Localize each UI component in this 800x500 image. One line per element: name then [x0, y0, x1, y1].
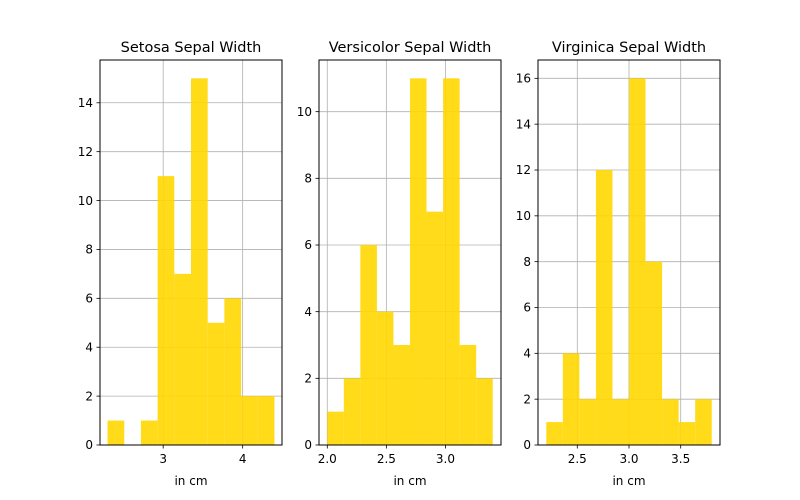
histogram-bar	[595, 170, 613, 445]
x-axis: 2.0 2.5 3.0	[318, 445, 455, 466]
y-tick-label: 6	[523, 301, 531, 315]
x-tick-label: 3.0	[436, 452, 455, 466]
histogram-bar	[107, 420, 125, 445]
x-axis-label: in cm	[612, 474, 645, 488]
histogram-bar	[360, 245, 377, 445]
virginica-panel: Virginica Sepal Width 0 2 4 6 8 10 12 14 16 2.5 3…	[516, 40, 721, 488]
axes-frame	[318, 59, 502, 446]
x-tick-label: 2.5	[377, 452, 396, 466]
y-tick-label: 6	[85, 292, 93, 306]
x-tick-label: 4	[239, 452, 247, 466]
y-tick-label: 2	[304, 372, 312, 386]
y-tick-label: 8	[304, 172, 312, 186]
y-tick-label: 14	[516, 117, 531, 131]
histogram-bar	[257, 396, 275, 445]
histogram-bar	[662, 399, 679, 445]
y-tick-label: 10	[516, 209, 531, 223]
y-tick-label: 16	[516, 72, 531, 86]
axes-frame	[537, 59, 721, 446]
y-tick-label: 8	[85, 243, 93, 257]
histogram-bar	[678, 422, 696, 445]
histogram-bar	[443, 78, 460, 445]
y-tick-label: 6	[304, 238, 312, 252]
y-tick-label: 4	[85, 340, 93, 354]
y-tick-label: 0	[304, 438, 312, 452]
panel-title: Virginica Sepal Width	[552, 40, 706, 56]
y-axis: 0 2 4 6 8 10 12 14	[78, 96, 100, 452]
histogram-bar	[393, 345, 410, 445]
y-tick-label: 12	[516, 163, 531, 177]
versicolor-panel: Versicolor Sepal Width 0 2 4 6 8 10 2.0 2.5 3.0…	[297, 40, 502, 488]
x-tick-label: 2.0	[318, 452, 337, 466]
x-axis: 2.5 3.0 3.5	[568, 445, 690, 466]
y-tick-label: 2	[523, 392, 531, 406]
histogram-bar	[327, 411, 344, 445]
histogram-bar	[174, 273, 191, 445]
y-axis: 0 2 4 6 8 10	[297, 105, 319, 452]
histogram-bar	[476, 378, 493, 445]
histogram-bars	[107, 78, 275, 445]
x-tick-label: 3	[159, 452, 167, 466]
panel-title: Setosa Sepal Width	[121, 40, 262, 56]
histogram-bars	[546, 78, 712, 445]
x-axis-label: in cm	[174, 474, 207, 488]
x-tick-label: 3.5	[671, 452, 690, 466]
x-tick-label: 2.5	[568, 452, 587, 466]
histogram-bar	[629, 78, 646, 445]
histogram-bar	[224, 298, 242, 445]
histogram-bar	[140, 420, 158, 445]
y-tick-label: 10	[78, 194, 93, 208]
axes-frame	[99, 59, 283, 446]
y-tick-label: 12	[78, 145, 93, 159]
histogram-bar	[459, 345, 477, 445]
histogram-bar	[157, 176, 175, 445]
y-axis: 0 2 4 6 8 10 12 14 16	[516, 72, 538, 452]
histogram-bar	[376, 311, 394, 445]
x-tick-label: 3.0	[619, 452, 638, 466]
histogram-bar	[695, 399, 712, 445]
y-tick-label: 10	[297, 105, 312, 119]
y-tick-label: 4	[304, 305, 312, 319]
histogram-bar	[191, 78, 208, 445]
y-tick-label: 0	[85, 438, 93, 452]
histogram-bar	[562, 353, 580, 445]
histogram-bar	[426, 211, 444, 445]
panel-title: Versicolor Sepal Width	[329, 40, 492, 56]
y-tick-label: 4	[523, 347, 531, 361]
histogram-bar	[207, 322, 225, 445]
histogram-bar	[612, 399, 629, 445]
histogram-bar	[645, 261, 663, 445]
y-tick-label: 0	[523, 438, 531, 452]
histogram-bars	[327, 78, 493, 445]
histogram-bar	[343, 378, 361, 445]
histogram-bar	[546, 422, 563, 445]
x-axis-label: in cm	[393, 474, 426, 488]
histogram-bar	[579, 399, 596, 445]
histogram-bar	[241, 396, 258, 445]
y-tick-label: 2	[85, 389, 93, 403]
histogram-bar	[410, 78, 427, 445]
y-tick-label: 8	[523, 255, 531, 269]
y-tick-label: 14	[78, 96, 93, 110]
